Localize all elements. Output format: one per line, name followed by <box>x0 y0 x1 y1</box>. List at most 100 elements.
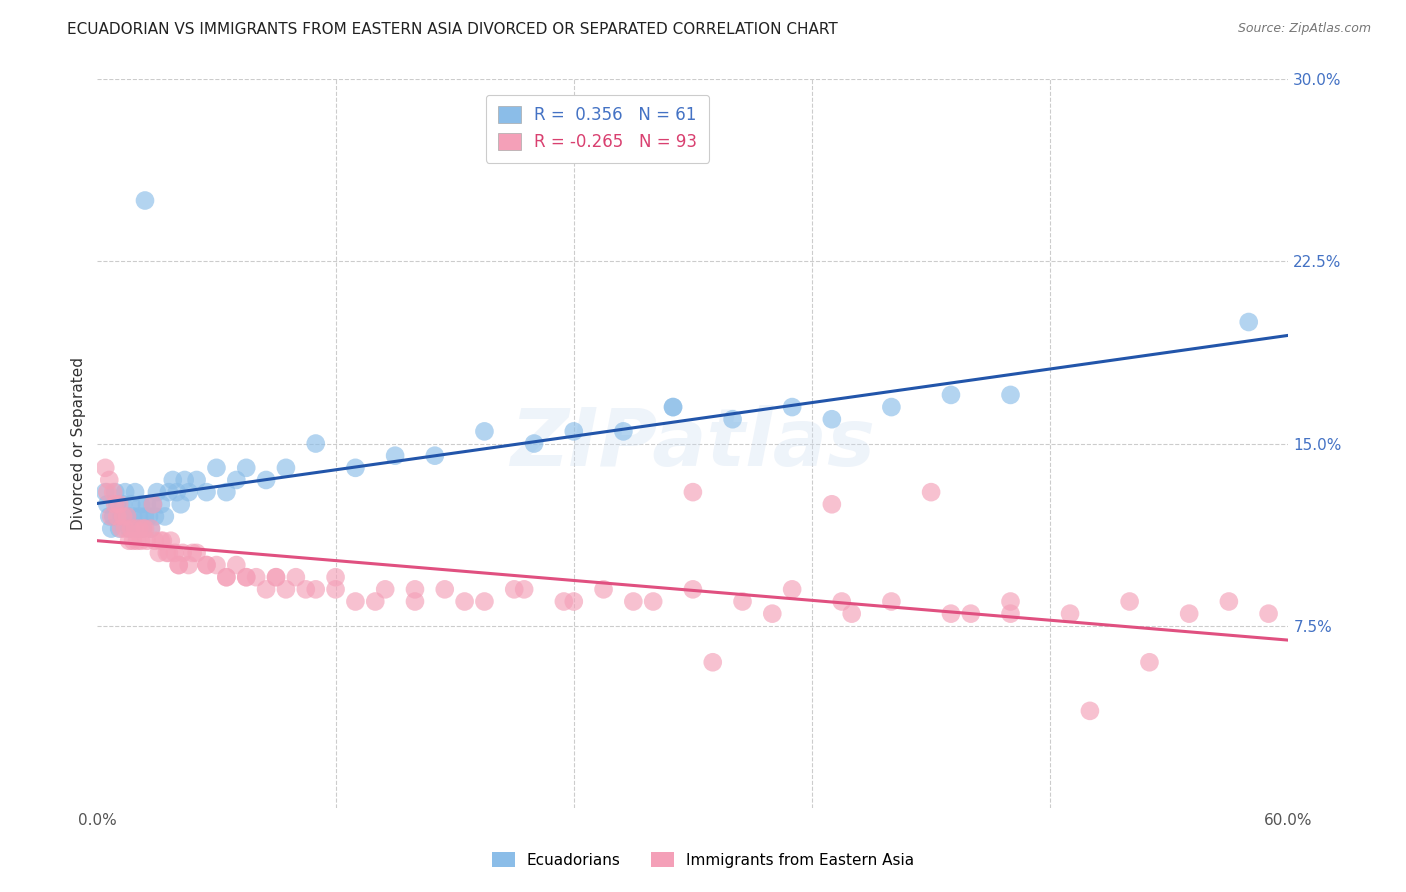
Point <box>120 522 142 536</box>
Point <box>149 497 172 511</box>
Point <box>404 594 426 608</box>
Point <box>920 485 942 500</box>
Point <box>159 533 181 548</box>
Point <box>1000 388 1022 402</box>
Point <box>821 497 844 511</box>
Point <box>96 485 118 500</box>
Point <box>305 436 328 450</box>
Point <box>134 194 156 208</box>
Point <box>98 473 121 487</box>
Point <box>105 509 128 524</box>
Point <box>1059 607 1081 621</box>
Y-axis label: Divorced or Separated: Divorced or Separated <box>72 357 86 530</box>
Point <box>148 546 170 560</box>
Point <box>254 473 277 487</box>
Point <box>138 509 160 524</box>
Point <box>153 509 176 524</box>
Point <box>167 558 190 572</box>
Point <box>780 582 803 597</box>
Point <box>474 425 496 439</box>
Point <box>118 533 141 548</box>
Point <box>124 485 146 500</box>
Point <box>453 594 475 608</box>
Point <box>96 497 118 511</box>
Point <box>939 607 962 621</box>
Text: ECUADORIAN VS IMMIGRANTS FROM EASTERN ASIA DIVORCED OR SEPARATED CORRELATION CHA: ECUADORIAN VS IMMIGRANTS FROM EASTERN AS… <box>67 22 838 37</box>
Text: ZIPatlas: ZIPatlas <box>510 405 876 483</box>
Point <box>132 522 155 536</box>
Point <box>284 570 307 584</box>
Point <box>225 473 247 487</box>
Point <box>643 594 665 608</box>
Point <box>100 509 122 524</box>
Point <box>423 449 446 463</box>
Point <box>553 594 575 608</box>
Point <box>195 485 218 500</box>
Point <box>181 546 204 560</box>
Point <box>880 594 903 608</box>
Point <box>513 582 536 597</box>
Point <box>1078 704 1101 718</box>
Point <box>235 460 257 475</box>
Point <box>264 570 287 584</box>
Point <box>108 522 131 536</box>
Point <box>139 522 162 536</box>
Point <box>364 594 387 608</box>
Point <box>115 509 138 524</box>
Point <box>474 594 496 608</box>
Point <box>103 509 125 524</box>
Point <box>433 582 456 597</box>
Point <box>125 533 148 548</box>
Point <box>274 460 297 475</box>
Point <box>1139 655 1161 669</box>
Point <box>235 570 257 584</box>
Point <box>215 570 238 584</box>
Point <box>142 497 165 511</box>
Point <box>166 485 188 500</box>
Point <box>114 522 136 536</box>
Point <box>134 522 156 536</box>
Point <box>146 485 169 500</box>
Point <box>612 425 634 439</box>
Point <box>1218 594 1240 608</box>
Point <box>98 509 121 524</box>
Point <box>152 533 174 548</box>
Point <box>104 497 127 511</box>
Point <box>112 509 135 524</box>
Point <box>880 400 903 414</box>
Point <box>139 522 162 536</box>
Point <box>143 533 166 548</box>
Point <box>186 473 208 487</box>
Point <box>682 582 704 597</box>
Point <box>167 558 190 572</box>
Point <box>162 473 184 487</box>
Point <box>325 570 347 584</box>
Point <box>592 582 614 597</box>
Point <box>264 570 287 584</box>
Point <box>129 497 152 511</box>
Point <box>120 497 142 511</box>
Point <box>523 436 546 450</box>
Point <box>1118 594 1140 608</box>
Point <box>1000 607 1022 621</box>
Point <box>173 473 195 487</box>
Point <box>721 412 744 426</box>
Point <box>115 509 138 524</box>
Point <box>1257 607 1279 621</box>
Point <box>562 594 585 608</box>
Point <box>1178 607 1201 621</box>
Point <box>100 522 122 536</box>
Point <box>959 607 981 621</box>
Point <box>132 522 155 536</box>
Point <box>128 522 150 536</box>
Point <box>186 546 208 560</box>
Point <box>103 485 125 500</box>
Point <box>821 412 844 426</box>
Point <box>325 582 347 597</box>
Point <box>128 509 150 524</box>
Point <box>215 485 238 500</box>
Point <box>841 607 863 621</box>
Point <box>125 522 148 536</box>
Point <box>104 485 127 500</box>
Point <box>124 522 146 536</box>
